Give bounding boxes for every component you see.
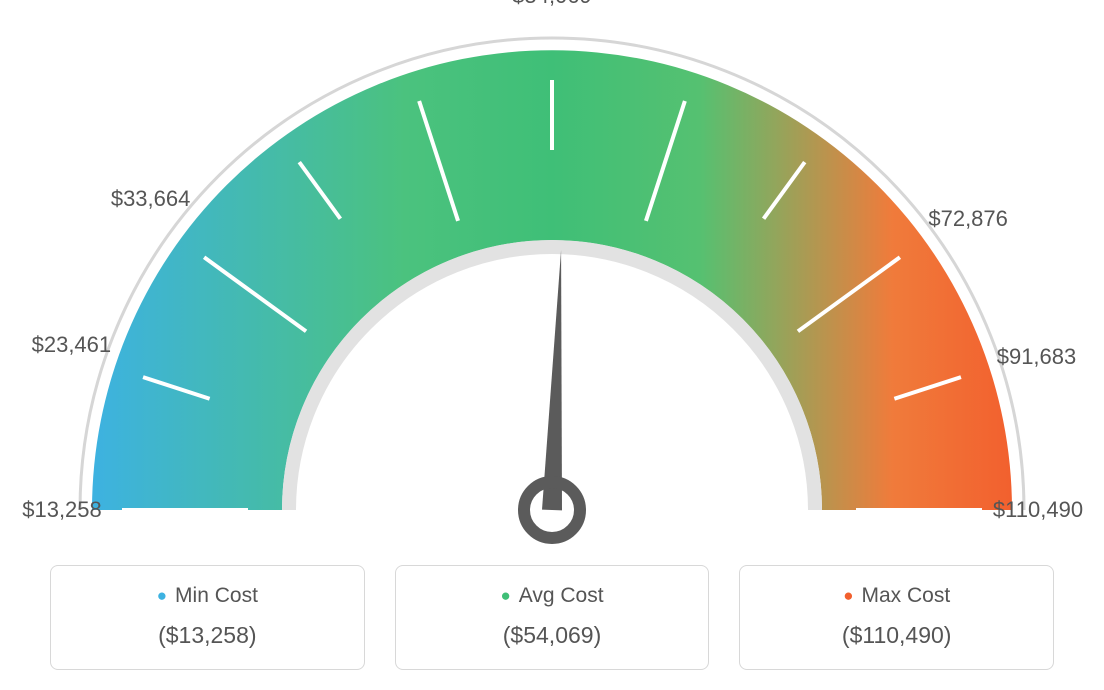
legend-card-max: Max Cost ($110,490) — [739, 565, 1054, 670]
gauge-tick-label: $33,664 — [111, 186, 191, 212]
gauge-tick-label: $72,876 — [928, 206, 1008, 232]
gauge-area: $13,258 $23,461 $33,664 $54,069 $72,876 $91,6… — [0, 0, 1104, 560]
gauge-svg — [0, 0, 1104, 560]
legend-max-value: ($110,490) — [750, 622, 1043, 649]
gauge-tick-label: $23,461 — [32, 332, 112, 358]
gauge-tick-label: $91,683 — [997, 344, 1077, 370]
legend-card-avg: Avg Cost ($54,069) — [395, 565, 710, 670]
legend-avg-label: Avg Cost — [406, 584, 699, 608]
gauge-tick-label: $110,490 — [993, 497, 1083, 523]
cost-gauge-chart: $13,258 $23,461 $33,664 $54,069 $72,876 $91,6… — [0, 0, 1104, 690]
legend-min-value: ($13,258) — [61, 622, 354, 649]
legend-card-min: Min Cost ($13,258) — [50, 565, 365, 670]
gauge-tick-label: $54,069 — [512, 0, 592, 9]
gauge-tick-label: $13,258 — [22, 497, 102, 523]
legend-avg-value: ($54,069) — [406, 622, 699, 649]
legend-min-label: Min Cost — [61, 584, 354, 608]
legend-max-label: Max Cost — [750, 584, 1043, 608]
legend-row: Min Cost ($13,258) Avg Cost ($54,069) Ma… — [50, 565, 1054, 670]
